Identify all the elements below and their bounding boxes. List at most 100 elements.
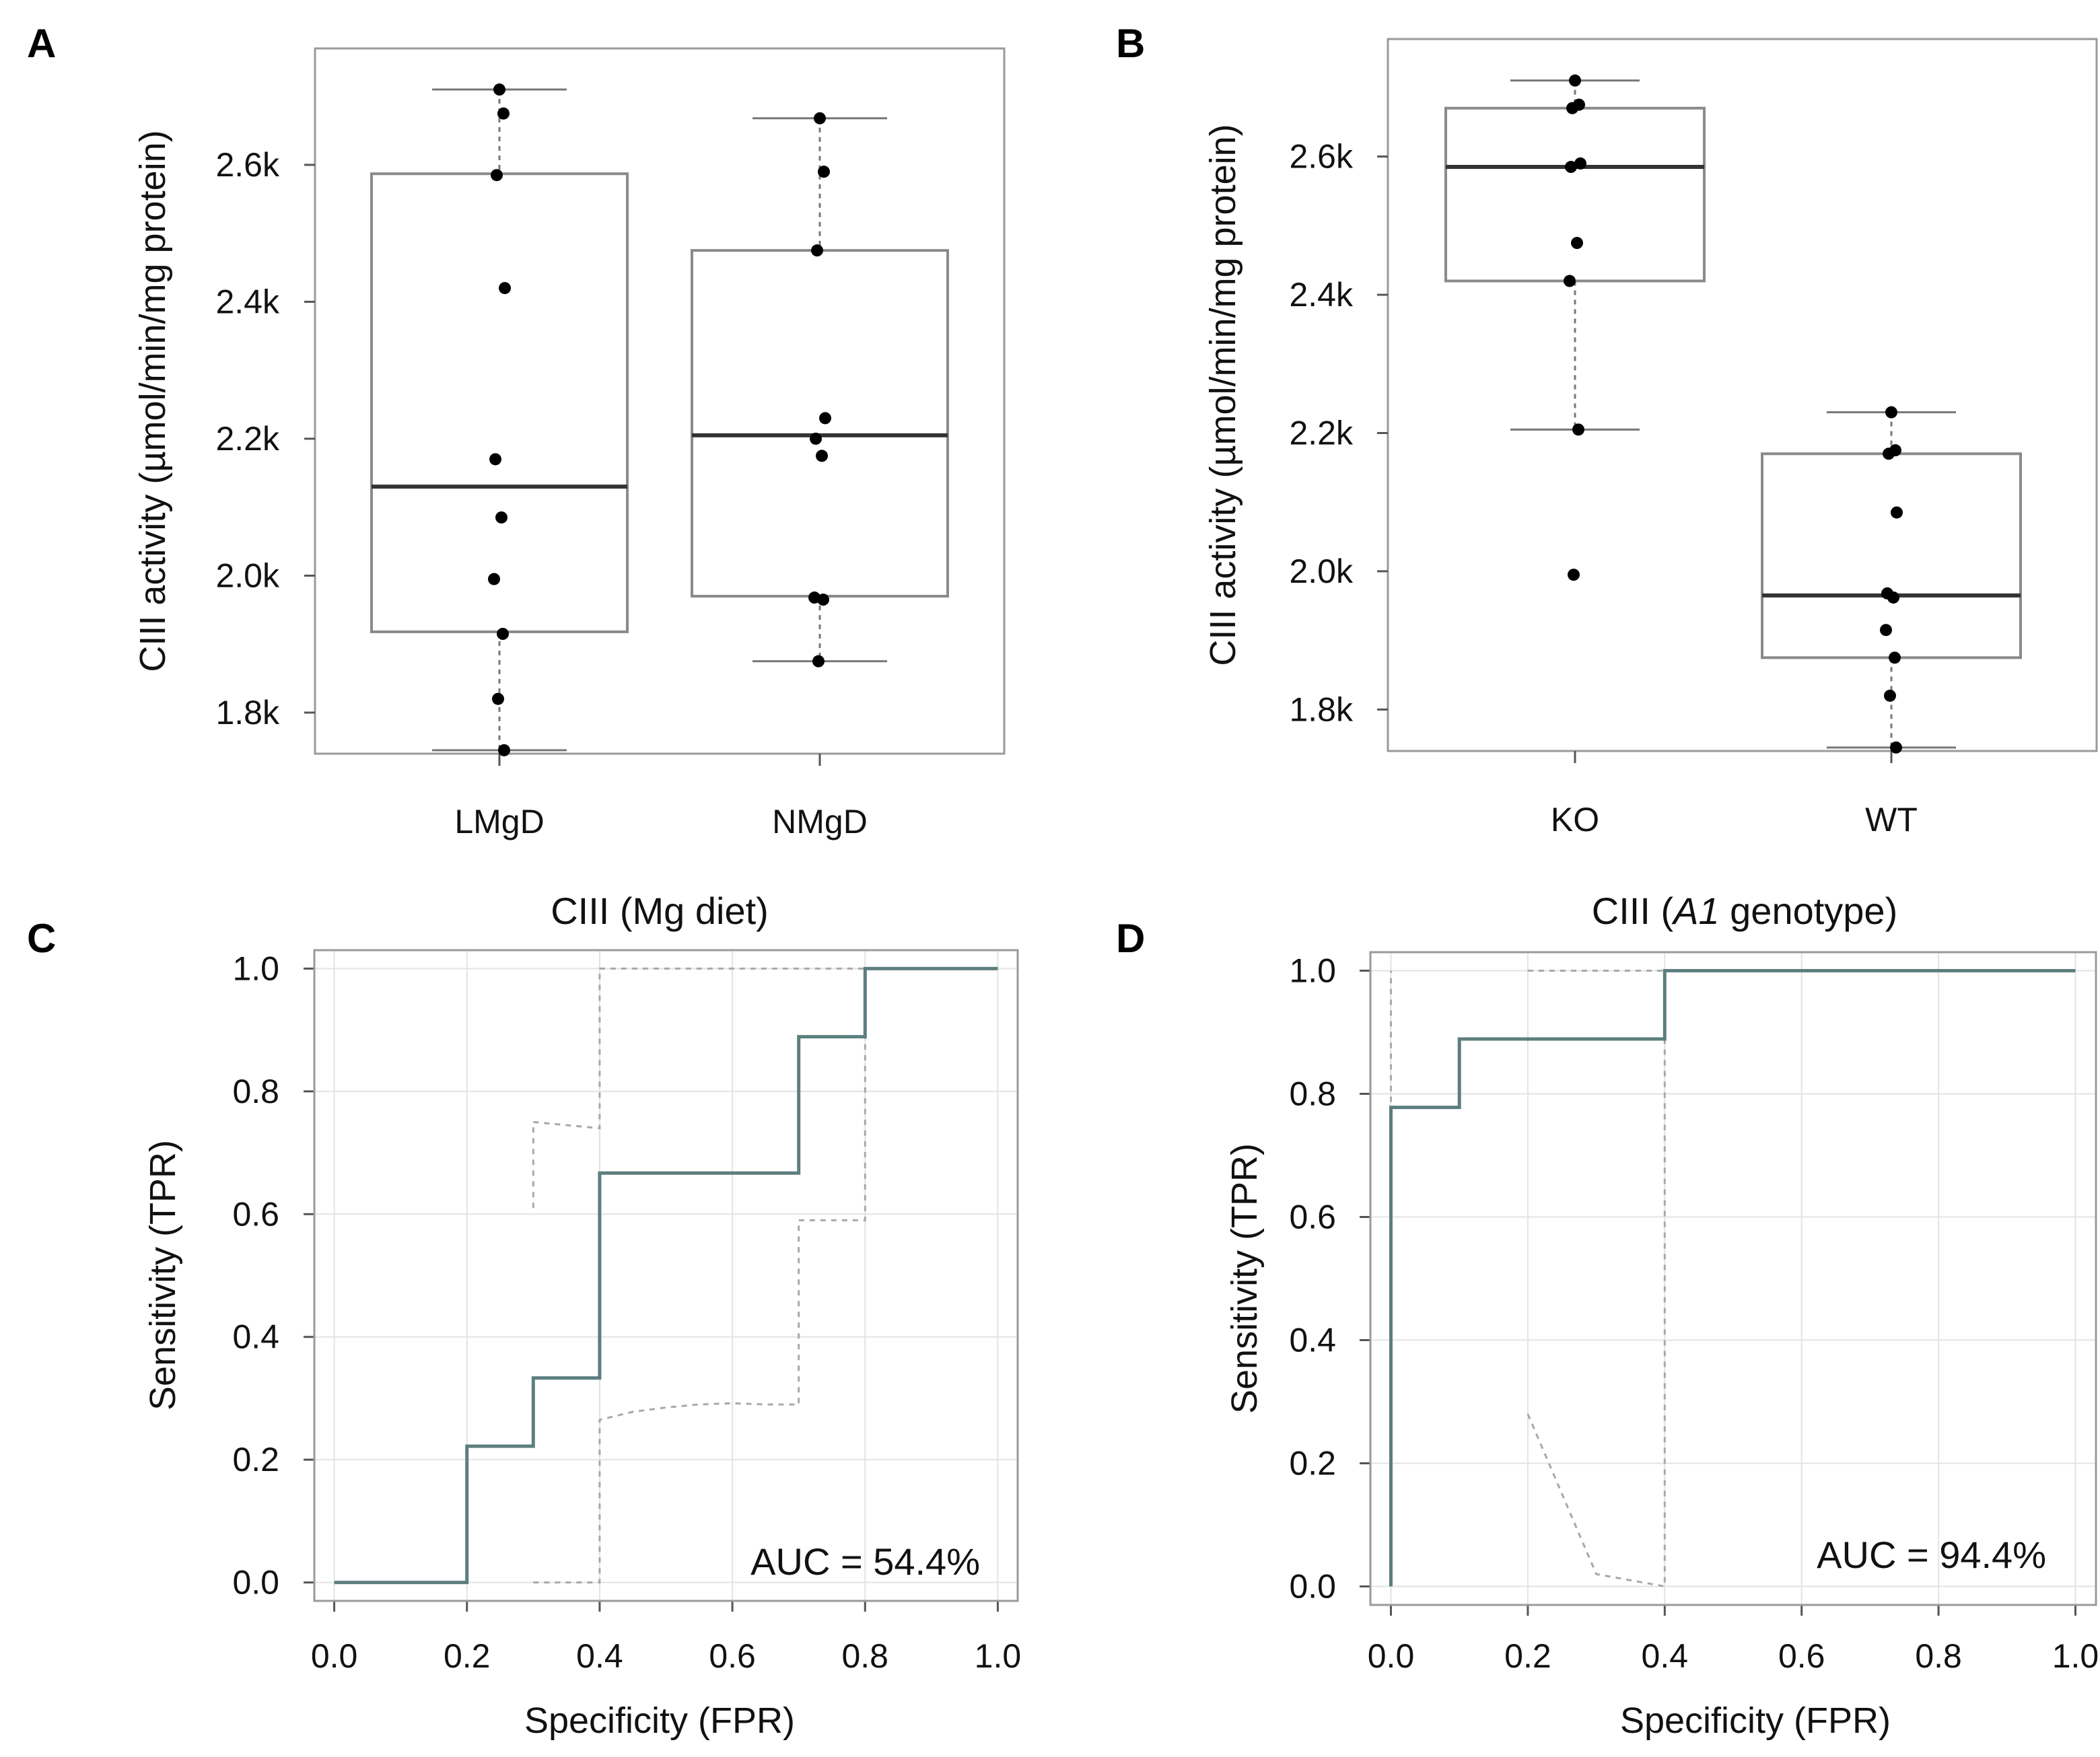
data-point [493,83,505,96]
data-point [816,450,828,462]
y-tick-label: 2.2k [1289,414,1354,452]
y-tick-label: 2.4k [1289,276,1354,314]
data-point [497,107,510,120]
y-tick-label: 2.0k [215,557,280,594]
y-axis-title: Sensitivity (TPR) [1224,1143,1265,1414]
y-tick-label: 2.0k [1289,552,1354,590]
y-tick-label: 1.0 [232,949,279,987]
data-point [1887,591,1899,604]
plot-frame [1387,38,2098,752]
x-tick-label: 0.6 [1778,1637,1825,1675]
x-tick-label: 1.0 [2052,1637,2099,1675]
plot-title-prefix: CIII ( [1592,890,1674,932]
data-point [1568,569,1580,581]
y-axis-title: CIII activity (µmol/min/mg protein) [1203,124,1243,666]
x-category-label: KO [1551,801,1599,838]
data-point [1571,237,1583,250]
y-tick-label: 0.2 [232,1441,279,1478]
x-tick-label: 1.0 [975,1637,1022,1675]
box-iqr [1444,106,1706,283]
y-tick-label: 0.4 [1289,1322,1336,1359]
y-tick-label: 0.8 [1289,1075,1336,1112]
y-axis-title: Sensitivity (TPR) [143,1140,183,1410]
data-point [1574,157,1586,170]
y-tick-label: 1.0 [1289,952,1336,989]
y-tick-label: 0.0 [232,1564,279,1602]
panel-a-boxplot: CIII activity (µmol/min/mg protein) 1.8k… [133,47,1006,840]
panel-letter-c: C [27,916,56,961]
y-tick-label: 2.6k [215,146,280,184]
plot-title: CIII (A1 genotype) [1592,890,1897,932]
data-point [489,453,501,466]
data-point [491,169,503,182]
y-tick-label: 2.2k [215,420,280,458]
data-point [1880,624,1892,637]
x-category-label: NMgD [772,803,868,840]
data-point [817,594,829,606]
panel-b-boxplot: CIII activity (µmol/min/mg protein) 1.8k… [1203,38,2098,838]
data-point [812,655,825,668]
x-tick-label: 0.2 [1504,1637,1551,1675]
data-point [818,166,830,178]
plot-frame [314,47,1006,755]
x-tick-label: 0.8 [841,1637,888,1675]
y-tick-label: 0.2 [1289,1445,1336,1482]
data-point [1883,447,1895,460]
roc-curve [1389,969,2076,1587]
data-point [1889,651,1901,664]
box-iqr [691,249,949,598]
y-tick-label: 0.8 [232,1073,279,1110]
x-tick-label: 0.8 [1915,1637,1962,1675]
panel-c-roc: CIII (Mg diet) 0.0 0.2 0.4 0.6 0.8 1.0 0.0 0.2 0… [143,890,1021,1741]
data-point [1572,423,1584,436]
y-tick-label: 2.6k [1289,138,1354,176]
x-tick-label: 0.0 [1368,1637,1415,1675]
panel-letter-b: B [1116,21,1145,66]
data-point [1891,506,1903,519]
data-point [811,244,823,257]
y-tick-label: 0.4 [232,1318,279,1356]
y-axis-title: CIII activity (µmol/min/mg protein) [133,130,173,672]
y-tick-label: 1.8k [215,694,280,731]
x-tick-label: 0.0 [311,1637,358,1675]
plot-frame [313,949,1019,1602]
data-point [810,432,822,445]
y-tick-label: 0.0 [1289,1568,1336,1606]
box-iqr [370,172,629,633]
data-point [814,112,826,124]
confidence-band [532,967,866,1209]
confidence-band [1527,970,1666,1588]
data-point [492,692,504,705]
data-point [497,627,509,640]
data-point [1569,74,1581,87]
panel-letter-d: D [1116,916,1145,961]
panel-d-roc: CIII (A1 genotype) 0.0 0.2 0.4 0.6 0.8 1.0 0.0… [1224,890,2099,1741]
x-tick-label: 0.6 [709,1637,756,1675]
data-point [1565,161,1577,174]
data-point [498,744,510,756]
y-tick-label: 1.8k [1289,690,1354,728]
confidence-band [533,968,866,1584]
auc-label: AUC = 94.4% [1817,1534,2046,1576]
plot-title-italic: A1 [1671,890,1720,932]
x-category-label: WT [1865,801,1918,838]
x-axis-title: Specificity (FPR) [524,1700,795,1741]
data-point [1885,406,1897,419]
data-point [1566,102,1578,114]
auc-label: AUC = 54.4% [750,1540,980,1583]
y-tick-label: 0.6 [232,1195,279,1233]
data-point [495,511,508,524]
data-point [1884,689,1896,702]
data-point [1890,741,1902,754]
panel-letter-a: A [27,21,56,66]
x-tick-label: 0.4 [576,1637,623,1675]
plot-title: CIII (Mg diet) [551,890,769,932]
box-iqr [1761,452,2022,659]
data-point [1564,275,1576,287]
y-tick-label: 2.4k [215,283,280,320]
y-tick-label: 0.6 [1289,1198,1336,1235]
x-tick-label: 0.2 [444,1637,491,1675]
x-tick-label: 0.4 [1642,1637,1689,1675]
x-category-label: LMgD [454,803,544,840]
x-axis-title: Specificity (FPR) [1620,1700,1891,1741]
